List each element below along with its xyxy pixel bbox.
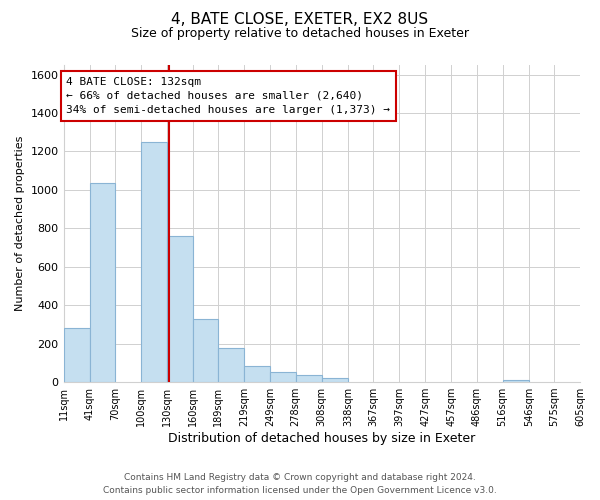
Bar (271, 372, 296, 382)
Bar (167, 236, 193, 382)
Text: Size of property relative to detached houses in Exeter: Size of property relative to detached ho… (131, 28, 469, 40)
Bar (296, 375, 322, 382)
X-axis label: Distribution of detached houses by size in Exeter: Distribution of detached houses by size … (168, 432, 475, 445)
Bar (322, 378, 348, 382)
Bar (193, 318, 218, 382)
Bar (141, 142, 167, 382)
Text: 4, BATE CLOSE, EXETER, EX2 8US: 4, BATE CLOSE, EXETER, EX2 8US (172, 12, 428, 28)
Bar (89, 183, 115, 382)
Text: Contains HM Land Registry data © Crown copyright and database right 2024.
Contai: Contains HM Land Registry data © Crown c… (103, 473, 497, 495)
Bar (503, 380, 529, 382)
Text: 4 BATE CLOSE: 132sqm
← 66% of detached houses are smaller (2,640)
34% of semi-de: 4 BATE CLOSE: 132sqm ← 66% of detached h… (66, 76, 390, 116)
Bar (64, 328, 89, 382)
Bar (244, 366, 271, 382)
Bar (218, 348, 244, 382)
Y-axis label: Number of detached properties: Number of detached properties (15, 136, 25, 311)
